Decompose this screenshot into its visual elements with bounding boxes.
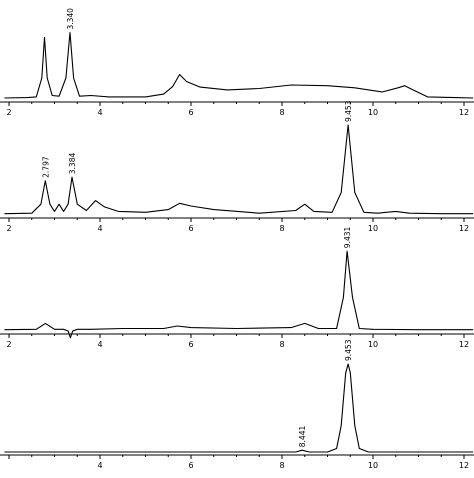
x-tick-label: 12 xyxy=(459,224,469,233)
peak-retention-label: 2.797 xyxy=(41,156,50,178)
x-tick-label: 10 xyxy=(368,461,378,470)
peak-retention-label: 3.384 xyxy=(68,153,77,175)
x-tick-label: 10 xyxy=(368,108,378,117)
peak-retention-label: 9.431 xyxy=(343,226,352,248)
x-tick-label: 2 xyxy=(6,108,11,117)
x-tick-label: 6 xyxy=(188,340,193,349)
x-tick-label: 8 xyxy=(279,108,284,117)
x-tick-label: 12 xyxy=(459,340,469,349)
x-tick-label: 6 xyxy=(188,224,193,233)
x-tick-label: 4 xyxy=(97,224,102,233)
x-tick-label: 2 xyxy=(6,224,11,233)
x-tick-label: 4 xyxy=(97,340,102,349)
chromatogram-panel-3: 2 4 6 8 10 12 9.431 xyxy=(0,226,474,349)
x-tick-label: 12 xyxy=(459,461,469,470)
peak-retention-label: 3.340 xyxy=(66,8,75,30)
x-tick-label: 12 xyxy=(459,108,469,117)
peak-retention-label: 8.441 xyxy=(298,426,307,448)
x-tick-label: 10 xyxy=(368,340,378,349)
chromatogram-panel-1: 2 4 6 8 10 12 3.340 xyxy=(0,8,474,117)
chromatogram-trace xyxy=(4,31,474,99)
x-tick-label: 6 xyxy=(188,108,193,117)
x-tick-label: 2 xyxy=(6,340,11,349)
peak-retention-label: 9.453 xyxy=(344,339,353,361)
chromatogram-panel-2: 2 4 6 8 10 12 2.797 3.384 9.453 xyxy=(0,100,474,233)
x-tick-label: 6 xyxy=(188,461,193,470)
x-tick-label: 8 xyxy=(279,340,284,349)
x-tick-label: 4 xyxy=(97,461,102,470)
x-tick-label: 8 xyxy=(279,461,284,470)
chromatogram-panel-4: 4 6 8 10 12 8.441 9.453 xyxy=(0,339,474,470)
x-tick-label: 8 xyxy=(279,224,284,233)
chromatogram-trace xyxy=(4,124,474,215)
chromatogram-trace xyxy=(4,250,474,339)
chromatogram-trace xyxy=(4,363,474,453)
x-tick-label: 4 xyxy=(97,108,102,117)
x-tick-label: 10 xyxy=(368,224,378,233)
peak-retention-label: 9.453 xyxy=(344,100,353,122)
